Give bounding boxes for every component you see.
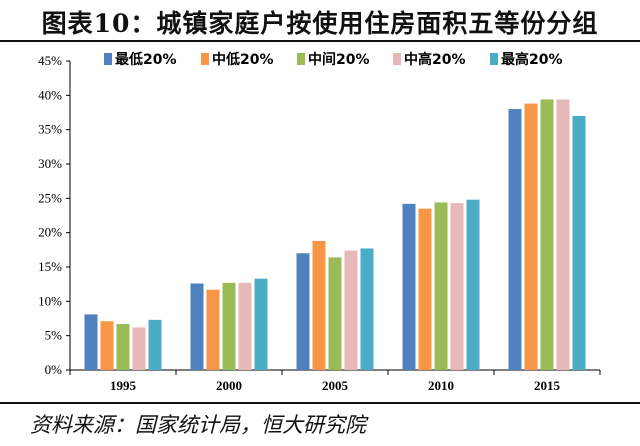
bar xyxy=(434,202,448,370)
bar xyxy=(402,203,416,370)
bar xyxy=(238,282,252,370)
legend-label: 中间20% xyxy=(308,51,370,68)
bar xyxy=(524,103,538,370)
bar xyxy=(132,327,146,370)
bar xyxy=(254,278,268,370)
legend: 最低20% 中低20% 中间20% 中高20% 最高20% xyxy=(104,51,563,68)
y-tick-label: 45% xyxy=(38,53,62,68)
y-tick-label: 30% xyxy=(38,156,62,171)
legend-label: 最高20% xyxy=(501,51,563,68)
x-tick-label: 2015 xyxy=(534,378,561,393)
bars xyxy=(84,99,586,371)
y-tick-label: 35% xyxy=(38,122,62,137)
bar xyxy=(466,199,480,370)
legend-swatch xyxy=(393,53,401,65)
y-axis-ticks: 0% 5% 10% 15% 20% 25% 30% 35% 40% 45% xyxy=(38,53,70,377)
legend-label: 最低20% xyxy=(115,51,177,68)
x-tick-label: 2000 xyxy=(216,378,242,393)
legend-swatch xyxy=(104,53,112,65)
bar xyxy=(84,314,98,370)
x-tick-label: 1995 xyxy=(110,378,137,393)
bar xyxy=(148,319,162,370)
source-note: 资料来源：国家统计局，恒大研究院 xyxy=(30,413,366,437)
bar xyxy=(344,250,358,370)
bar xyxy=(450,203,464,370)
x-axis-ticks: 1995 2000 2005 2010 2015 xyxy=(69,370,601,393)
legend-swatch xyxy=(201,53,209,65)
legend-swatch xyxy=(297,53,305,65)
y-tick-label: 25% xyxy=(38,190,62,205)
bar xyxy=(116,323,130,370)
bar xyxy=(328,257,342,370)
y-tick-label: 40% xyxy=(38,87,62,102)
bar xyxy=(312,240,326,370)
x-tick-label: 2010 xyxy=(428,378,454,393)
bar xyxy=(296,253,310,370)
y-tick-label: 20% xyxy=(38,225,62,240)
legend-swatch xyxy=(490,53,498,65)
bar xyxy=(206,289,220,370)
y-tick-label: 15% xyxy=(38,259,62,274)
title-rule xyxy=(0,40,640,42)
bar xyxy=(222,282,236,370)
legend-label: 中低20% xyxy=(212,51,274,68)
bar xyxy=(100,321,114,370)
bar xyxy=(190,283,204,370)
bar xyxy=(572,115,586,370)
bar xyxy=(418,208,432,370)
y-tick-label: 5% xyxy=(45,328,63,343)
y-tick-label: 0% xyxy=(45,362,63,377)
x-tick-label: 2005 xyxy=(322,378,349,393)
bar xyxy=(360,248,374,370)
bar xyxy=(508,109,522,371)
chart-title: 图表10：城镇家庭户按使用住房面积五等份分组 xyxy=(41,9,599,38)
y-tick-label: 10% xyxy=(38,293,62,308)
source-rule xyxy=(0,402,640,404)
bar xyxy=(556,99,570,370)
legend-label: 中高20% xyxy=(404,51,466,68)
bar xyxy=(540,99,554,370)
